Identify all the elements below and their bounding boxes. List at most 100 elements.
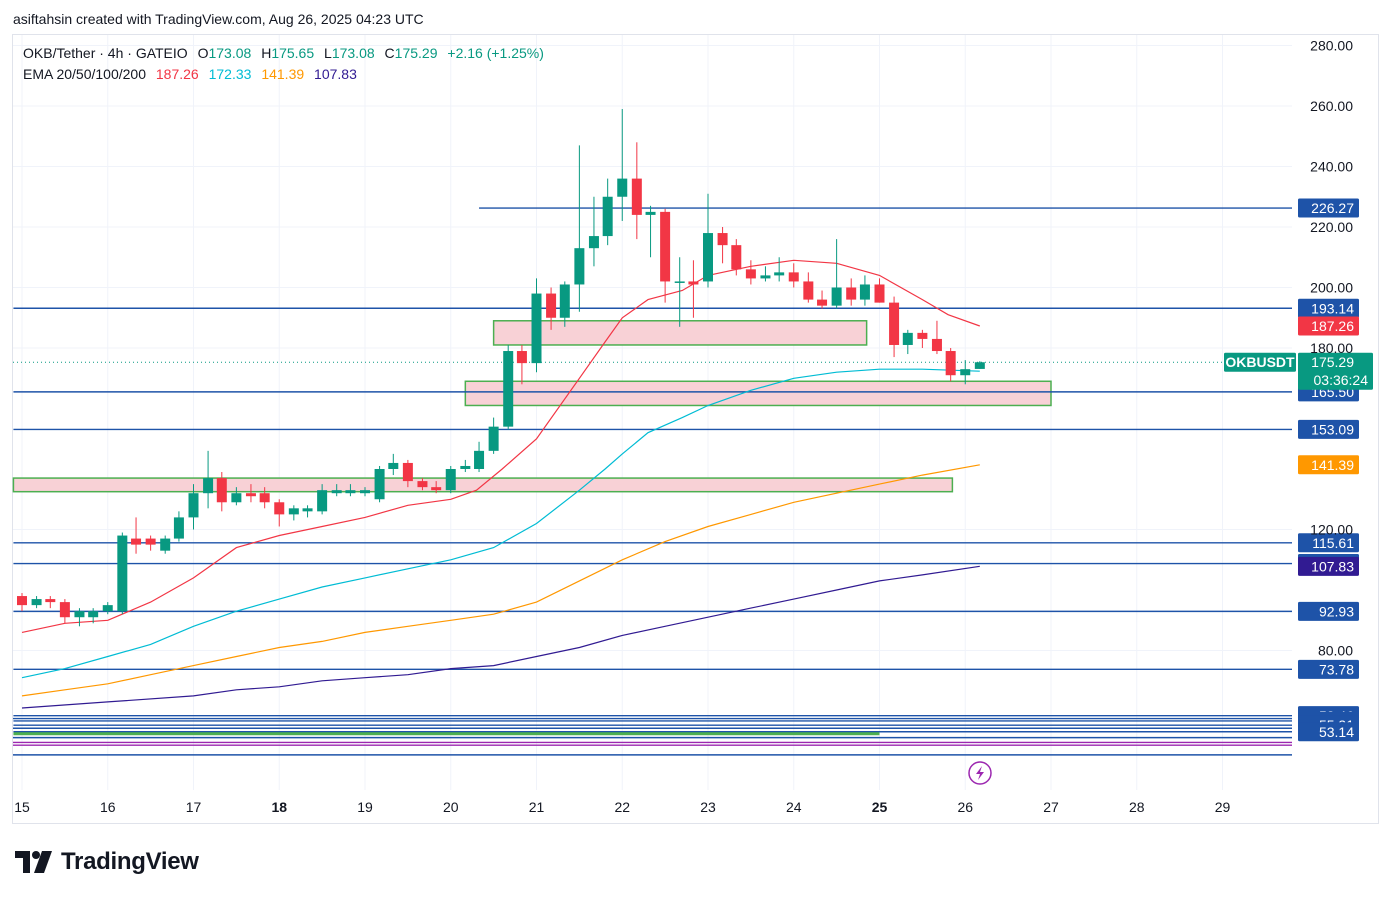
tradingview-logo-text: TradingView bbox=[61, 848, 199, 875]
candle-down bbox=[417, 478, 428, 491]
candle-down bbox=[874, 278, 885, 303]
chart-frame bbox=[12, 34, 1379, 824]
candle-body bbox=[131, 538, 142, 545]
candle-down bbox=[846, 278, 857, 306]
candle-up bbox=[602, 178, 613, 246]
candle-body bbox=[889, 302, 900, 345]
lightning-icon[interactable] bbox=[968, 761, 992, 785]
candle-up bbox=[574, 145, 585, 312]
change-value: +2.16 (+1.25%) bbox=[447, 45, 544, 61]
candle-body bbox=[173, 517, 184, 539]
candle-body bbox=[531, 293, 542, 364]
candle-up bbox=[288, 505, 299, 521]
candle-body bbox=[902, 332, 913, 345]
candle-body bbox=[846, 287, 857, 300]
candle-body bbox=[874, 284, 885, 303]
candle-body bbox=[102, 605, 113, 612]
candle-down bbox=[688, 260, 699, 318]
candle-up bbox=[173, 511, 184, 542]
candle-down bbox=[45, 596, 56, 609]
symbol-label[interactable]: OKB/Tether · 4h · GATEIO bbox=[23, 45, 188, 61]
candle-up bbox=[188, 484, 199, 530]
candle-down bbox=[745, 260, 756, 285]
candle-body bbox=[831, 287, 842, 306]
candle-body bbox=[345, 490, 356, 494]
candle-up bbox=[859, 275, 870, 306]
candle-up bbox=[374, 465, 385, 503]
candle-body bbox=[546, 293, 557, 318]
candle-up bbox=[617, 109, 628, 221]
candle-body bbox=[859, 284, 870, 300]
time-tick-label: 17 bbox=[186, 799, 202, 815]
candle-up bbox=[88, 608, 99, 624]
candle-body bbox=[503, 351, 514, 427]
candle-body bbox=[488, 426, 499, 451]
candle-body bbox=[188, 493, 199, 518]
candle-up bbox=[317, 484, 328, 515]
price-tick-label: 80.00 bbox=[1318, 643, 1353, 659]
candle-body bbox=[360, 490, 370, 494]
ema50-value: 172.33 bbox=[208, 66, 252, 82]
time-tick-label: 27 bbox=[1043, 799, 1059, 815]
candle-body bbox=[645, 211, 656, 215]
candle-down bbox=[131, 517, 142, 554]
candle-up bbox=[474, 441, 485, 473]
supply-demand-zone bbox=[464, 380, 1052, 407]
candle-body bbox=[660, 211, 671, 282]
candle-down bbox=[59, 599, 70, 624]
candle-up bbox=[74, 608, 85, 627]
candle-down bbox=[817, 290, 828, 309]
candle-down bbox=[788, 263, 799, 288]
candle-up bbox=[760, 266, 771, 282]
candle-body bbox=[674, 281, 685, 283]
price-tag-label: 187.26 bbox=[1311, 318, 1354, 334]
price-tag-box bbox=[1298, 722, 1359, 742]
price-tick-label: 180.00 bbox=[1310, 340, 1353, 356]
candle-body bbox=[417, 481, 428, 488]
price-tag-label: 153.09 bbox=[1311, 421, 1354, 437]
time-tick-label: 28 bbox=[1129, 799, 1145, 815]
candle-up bbox=[345, 484, 356, 497]
ohlc-legend: OKB/Tether · 4h · GATEIO O173.08 H175.65… bbox=[23, 45, 550, 61]
candle-down bbox=[931, 320, 942, 355]
price-tag-label: 193.14 bbox=[1311, 300, 1354, 316]
candle-up bbox=[831, 239, 842, 309]
candle-body bbox=[445, 469, 456, 491]
candle-up bbox=[960, 360, 971, 385]
price-tag-box bbox=[1298, 298, 1359, 318]
candle-body bbox=[259, 493, 270, 503]
candle-body bbox=[717, 233, 728, 246]
candle-body bbox=[331, 490, 342, 494]
candle-body bbox=[960, 369, 971, 376]
candle-down bbox=[917, 329, 928, 348]
time-tick-label: 20 bbox=[443, 799, 459, 815]
candle-body bbox=[231, 493, 242, 503]
low-value: L173.08 bbox=[324, 45, 375, 61]
time-tick-label: 15 bbox=[14, 799, 30, 815]
price-tag-label: 53.14 bbox=[1319, 724, 1354, 740]
level-price-tag: 73.78 bbox=[1298, 659, 1359, 679]
time-tick-label: 21 bbox=[529, 799, 545, 815]
candle-up bbox=[460, 459, 471, 473]
candle-body bbox=[931, 338, 942, 352]
level-price-tag: 193.14 bbox=[1298, 298, 1359, 318]
candle-down bbox=[731, 239, 742, 276]
candle-up bbox=[302, 505, 313, 518]
chart-credit: asiftahsin created with TradingView.com,… bbox=[13, 11, 424, 27]
price-tick-label: 240.00 bbox=[1310, 159, 1353, 175]
candle-up bbox=[203, 450, 214, 509]
current-price-label: 175.29 bbox=[1311, 354, 1354, 370]
candle-body bbox=[88, 611, 99, 618]
candle-up bbox=[231, 487, 242, 506]
ema-label[interactable]: EMA 20/50/100/200 bbox=[23, 66, 146, 82]
level-price-tag: 92.93 bbox=[1298, 601, 1359, 621]
time-tick-label: 29 bbox=[1215, 799, 1231, 815]
candle-body bbox=[17, 596, 27, 606]
current-price-box bbox=[1298, 352, 1373, 390]
candle-body bbox=[803, 281, 814, 300]
candle-up bbox=[588, 196, 599, 267]
tradingview-logo[interactable]: TradingView bbox=[15, 848, 199, 876]
candle-down bbox=[516, 344, 527, 385]
time-tick-label: 16 bbox=[100, 799, 116, 815]
